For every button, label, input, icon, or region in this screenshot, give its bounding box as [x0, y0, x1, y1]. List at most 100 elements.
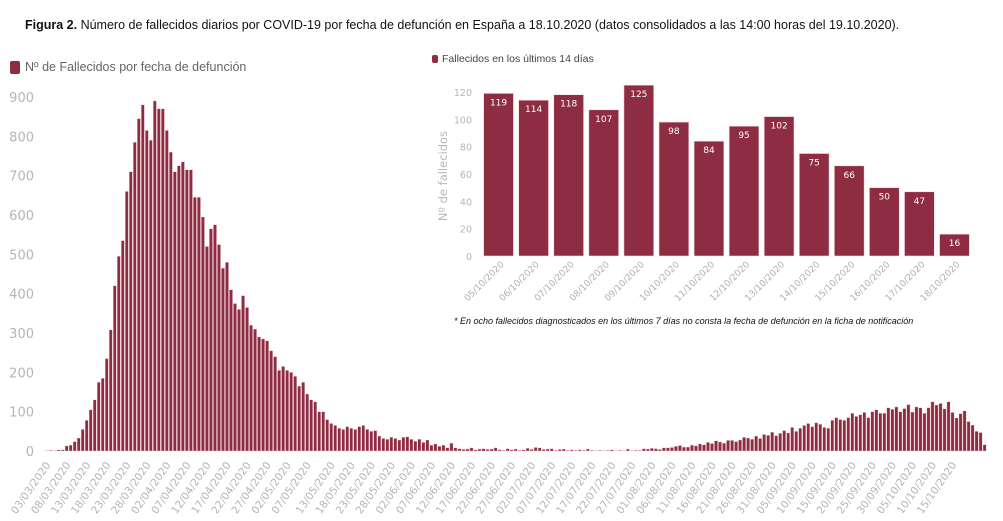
main-bar [718, 441, 722, 452]
main-bar [353, 429, 358, 452]
main-bar [128, 171, 133, 452]
main-bar [794, 431, 799, 452]
main-bar [337, 427, 342, 452]
main-bar [802, 425, 807, 452]
main-bar [389, 437, 394, 452]
main-bar [694, 445, 698, 452]
main-bar [734, 441, 738, 452]
main-bar [377, 435, 382, 452]
main-bar [605, 450, 610, 452]
main-bar [838, 419, 843, 452]
main-bar [774, 435, 778, 452]
inset-data-label: 118 [560, 100, 577, 110]
inset-y-tick-label: 80 [460, 143, 472, 154]
main-bar [153, 100, 157, 452]
inset-y-tick-label: 40 [460, 197, 472, 208]
main-bar [88, 409, 93, 452]
main-bar [60, 449, 65, 452]
main-bar [978, 432, 983, 452]
inset-x-axis: 05/10/202006/10/202007/10/202008/10/2020… [463, 260, 963, 304]
main-bar [120, 240, 125, 452]
main-bar [521, 449, 526, 452]
main-bar [710, 443, 714, 452]
main-bar [281, 366, 285, 452]
main-bar [706, 442, 710, 452]
main-bar [870, 411, 875, 452]
main-bar [930, 401, 935, 452]
main-bar [770, 431, 774, 452]
main-bar [846, 417, 851, 452]
main-y-tick-label: 700 [9, 170, 34, 185]
main-bar [942, 408, 947, 452]
main-bar [277, 370, 281, 452]
main-bar [862, 412, 867, 452]
main-bar [269, 350, 273, 452]
main-bar [177, 165, 181, 452]
main-bar [553, 450, 558, 452]
main-y-axis: 0 100 200 300 400 500 600 700 800 900 [9, 91, 34, 460]
main-bar [197, 197, 201, 452]
main-bar [493, 447, 498, 452]
main-bar [525, 448, 530, 452]
main-bar [136, 118, 141, 452]
main-bar [962, 410, 967, 452]
main-bar [437, 446, 442, 452]
main-bar [950, 412, 955, 452]
main-y-tick-label: 800 [9, 130, 34, 145]
main-bar [345, 426, 350, 452]
main-chart-legend: Nº de Fallecidos por fecha de defunción [10, 60, 246, 74]
main-bar [854, 416, 859, 452]
main-bar [185, 169, 189, 452]
main-bar [305, 393, 309, 452]
main-bar [561, 448, 566, 452]
inset-data-label: 114 [525, 105, 542, 115]
main-bar [842, 420, 847, 452]
main-bar [381, 438, 386, 452]
main-y-tick-label: 500 [9, 248, 34, 263]
main-bar [658, 449, 662, 452]
main-bar [754, 435, 758, 452]
main-bar [593, 450, 598, 452]
main-bar [44, 450, 49, 452]
main-bar [301, 381, 305, 452]
main-bar [597, 450, 602, 452]
main-bar [241, 295, 245, 452]
main-bar [413, 440, 418, 452]
main-bar [565, 450, 570, 452]
main-bar [878, 413, 883, 452]
legend-swatch-icon [10, 60, 20, 74]
main-bar [217, 244, 221, 452]
inset-bars: 119 114 118 107 125 98 84 95 102 75 66 50 47 16 [483, 84, 970, 257]
main-bar [401, 437, 406, 452]
main-bar [297, 385, 301, 452]
inset-data-label: 84 [703, 146, 715, 156]
main-bar [317, 411, 321, 452]
main-bar [48, 450, 53, 452]
inset-bar [834, 165, 865, 257]
figure-caption-text: Número de fallecidos diarios por COVID-1… [77, 18, 900, 32]
main-bar [778, 433, 782, 452]
main-bar [449, 442, 454, 452]
main-bar [577, 449, 582, 452]
main-bar [922, 413, 927, 452]
main-bar [473, 449, 478, 452]
main-bar [80, 429, 85, 452]
figure-caption: Figura 2. Número de fallecidos diarios p… [25, 18, 899, 32]
main-y-tick-label: 300 [9, 327, 34, 342]
main-bar [918, 407, 923, 452]
main-bar [750, 439, 754, 452]
main-bar [421, 442, 426, 452]
main-bar [417, 439, 422, 452]
main-bar [273, 356, 277, 452]
inset-bar [904, 191, 935, 257]
main-bar [385, 439, 390, 452]
main-bar [622, 450, 626, 452]
inset-y-tick-label: 60 [460, 170, 472, 181]
inset-chart-legend: Fallecidos en los últimos 14 días [432, 53, 594, 65]
inset-y-tick-label: 100 [454, 115, 472, 126]
inset-bar [518, 99, 549, 257]
main-bar [213, 224, 217, 452]
inset-y-tick-label: 120 [454, 88, 472, 99]
main-bar [341, 429, 346, 452]
